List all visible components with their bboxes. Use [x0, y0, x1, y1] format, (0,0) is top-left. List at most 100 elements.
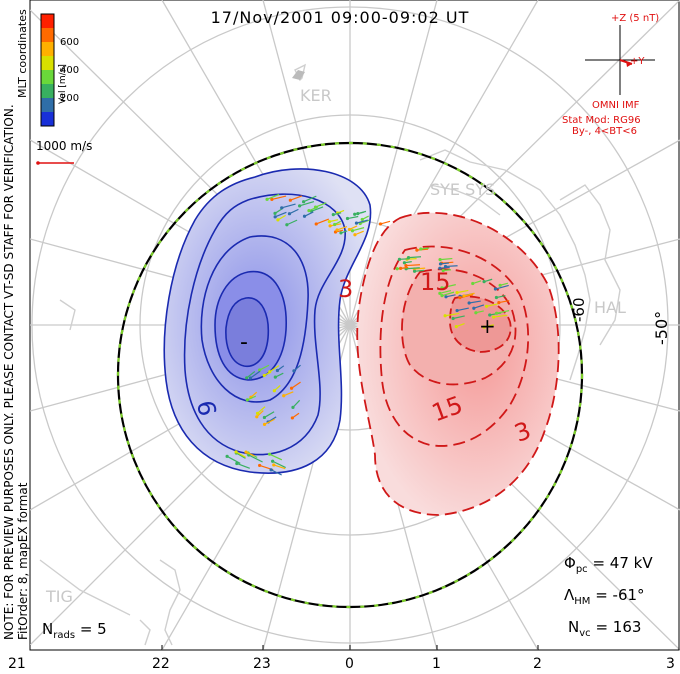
reference-vector-arrow	[36, 161, 74, 165]
velocity-vector	[408, 256, 422, 259]
fit-order-note: FitOrder: 8, mapEX format	[16, 482, 30, 640]
vector-origin	[335, 228, 339, 232]
velocity-vector	[289, 208, 299, 215]
mlt-label: 22	[152, 656, 170, 672]
mlt-label: 21	[8, 656, 26, 672]
vector-origin	[234, 450, 238, 454]
station-label: KER	[300, 86, 332, 105]
vector-origin	[406, 256, 411, 260]
colorbar-tick: 200	[60, 93, 80, 104]
vector-origin	[262, 422, 267, 426]
cross-polar-cap-potential: Φpc = 47 kV	[564, 554, 653, 575]
vector-origin	[482, 280, 486, 284]
colorbar-tick: 400	[60, 65, 80, 76]
vector-origin	[258, 463, 262, 468]
vector-origin	[248, 376, 253, 380]
velocity-vector	[456, 289, 469, 294]
vector-origin	[443, 314, 447, 318]
vector-origin	[272, 463, 276, 467]
vector-origin	[280, 206, 284, 210]
vector-origin	[493, 287, 498, 291]
velocity-vector	[236, 452, 246, 459]
velocity-vector	[441, 284, 456, 289]
velocity-vector	[414, 269, 425, 272]
velocity-vector	[270, 469, 282, 476]
vector-origin	[276, 218, 280, 222]
vector-origin	[347, 227, 352, 232]
vector-origin	[273, 215, 277, 219]
velocity-vector	[445, 312, 460, 317]
velocity-vector	[406, 267, 420, 270]
vector-origin	[268, 370, 272, 374]
vector-origin	[269, 468, 273, 472]
vector-origin	[285, 223, 289, 227]
vector-origin	[314, 222, 318, 226]
velocity-vector	[308, 206, 319, 212]
vector-origin	[302, 200, 306, 204]
vector-origin	[255, 411, 260, 415]
vector-origin	[289, 386, 294, 390]
vector-origin	[331, 213, 335, 217]
vector-origin	[471, 281, 475, 286]
vector-origin	[395, 267, 399, 271]
velocity-vector	[315, 202, 327, 208]
colorbar-segment	[41, 84, 54, 99]
vector-origin	[345, 216, 350, 221]
velocity-vector	[264, 418, 275, 425]
velocity-vector	[266, 193, 280, 200]
vector-origin	[467, 301, 471, 305]
vector-origin	[291, 405, 295, 409]
vector-origin	[267, 452, 272, 456]
vector-origin	[271, 459, 275, 463]
vector-origin	[290, 416, 294, 420]
vector-origin	[270, 197, 274, 202]
velocity-vector	[445, 294, 456, 298]
vector-origin	[258, 368, 262, 372]
vector-origin	[440, 294, 444, 298]
velocity-vectors	[225, 193, 510, 476]
positive-potential-cell	[356, 211, 560, 516]
velocity-vector	[273, 464, 286, 470]
vector-origin	[462, 294, 466, 298]
vector-origin	[482, 325, 486, 329]
vector-origin	[419, 247, 423, 251]
velocity-vector	[463, 292, 475, 297]
vector-origin	[455, 291, 459, 295]
vector-origin	[302, 214, 307, 218]
vector-origin	[440, 286, 444, 290]
velocity-vector	[496, 310, 510, 314]
velocity-vector	[414, 267, 426, 270]
velocity-vector	[257, 406, 266, 414]
velocity-vector	[493, 314, 508, 318]
vector-origin	[273, 211, 277, 215]
velocity-vector	[486, 303, 499, 307]
vector-origin	[245, 376, 249, 380]
velocity-vector	[316, 218, 330, 225]
vector-origin	[438, 266, 442, 270]
velocity-vector	[445, 265, 458, 268]
velocity-vector	[473, 304, 485, 309]
imf-by-label: +Y	[630, 56, 645, 67]
vector-origin	[298, 204, 302, 208]
contour-label: 3	[338, 275, 354, 303]
velocity-vector	[271, 195, 287, 200]
velocity-vector	[286, 219, 298, 226]
mlt-label: 0	[345, 656, 354, 672]
contour-label: +	[479, 314, 496, 338]
colorbar-segment	[41, 98, 54, 113]
colorbar-outline	[40, 13, 55, 127]
vector-origin	[399, 266, 403, 270]
station-label: HAL	[594, 298, 626, 317]
hm-boundary-latitude: ΛHM = -61°	[564, 586, 645, 607]
vector-origin	[273, 375, 277, 379]
velocity-vector	[498, 300, 510, 304]
velocity-vector	[380, 220, 391, 225]
velocity-vector	[235, 451, 246, 458]
vector-origin	[265, 197, 269, 201]
contour-label: 15	[420, 268, 451, 296]
heppner-maynard-boundary	[116, 141, 584, 609]
vector-origin	[255, 415, 259, 419]
velocity-vector	[272, 460, 286, 469]
colorbar-segment	[41, 14, 54, 29]
velocity-vector	[311, 206, 324, 212]
